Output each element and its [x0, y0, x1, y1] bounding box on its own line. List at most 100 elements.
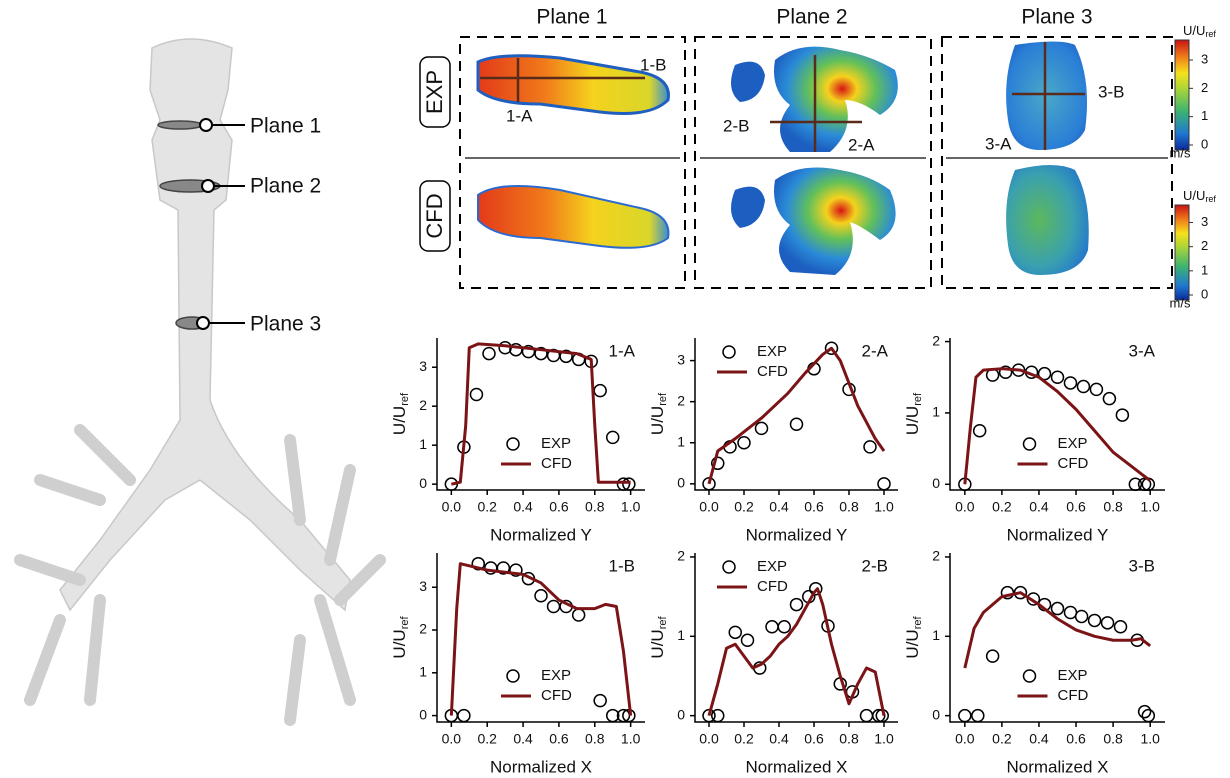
x-tick-label: 0.6: [1066, 731, 1086, 747]
x-tick-label: 0.6: [549, 731, 569, 747]
x-tick-label: 0.6: [804, 731, 824, 747]
legend-marker: [1024, 670, 1036, 682]
y-axis-label-main: U/U: [390, 406, 409, 435]
x-tick-label: 0.4: [513, 731, 533, 747]
legend-label: CFD: [1058, 455, 1089, 472]
legend-marker: [723, 561, 735, 573]
chart-title: 1-B: [609, 556, 635, 575]
data-point: [594, 695, 606, 707]
x-tick-label: 0.8: [1103, 731, 1123, 747]
y-tick-label: 2: [932, 548, 940, 564]
x-tick-label: 0.2: [477, 731, 497, 747]
y-axis-label-sub: ref: [912, 392, 924, 406]
chart: 01230.00.20.40.60.81.0Normalized XU/Uref…: [390, 553, 645, 776]
probe-label: 3-A: [985, 134, 1012, 153]
row-label: EXP: [422, 70, 447, 114]
x-tick-label: 0.0: [442, 731, 462, 747]
probe-label: 1-B: [640, 55, 666, 74]
data-point: [861, 710, 873, 722]
y-tick-label: 2: [677, 392, 685, 408]
x-axis-label: Normalized X: [1006, 757, 1108, 776]
data-point: [778, 621, 790, 633]
plane-label: Plane 2: [250, 175, 321, 198]
data-point: [535, 590, 547, 602]
x-axis-label: Normalized X: [490, 757, 592, 776]
chart-title: 3-A: [1129, 341, 1156, 360]
x-tick-label: 1.0: [1140, 731, 1160, 747]
data-point: [766, 621, 778, 633]
airway-model: [20, 39, 380, 720]
data-point: [470, 389, 482, 401]
plane-label: Plane 3: [250, 313, 321, 336]
legend-label: EXP: [1058, 667, 1088, 684]
data-point: [972, 710, 984, 722]
data-point: [1064, 607, 1076, 619]
colorbar-tick-label: 3: [1201, 51, 1208, 66]
x-tick-label: 0.4: [769, 499, 789, 515]
legend-label: EXP: [541, 435, 571, 452]
x-tick-label: 1.0: [621, 731, 641, 747]
x-axis-label: Normalized Y: [746, 525, 848, 544]
data-line: [965, 593, 1150, 668]
column-title: Plane 2: [776, 6, 847, 29]
data-point: [791, 418, 803, 430]
y-axis-label-sub: ref: [657, 392, 669, 406]
chart: 01230.00.20.40.60.81.0Normalized YU/Uref…: [648, 338, 898, 544]
legend-label: EXP: [1058, 435, 1088, 452]
data-point: [594, 385, 606, 397]
chart: 0120.00.20.40.60.81.0Normalized YU/Uref3…: [903, 332, 1165, 544]
x-tick-label: 0.0: [442, 499, 462, 515]
x-tick-label: 0.6: [1066, 499, 1086, 515]
y-axis-label-sub: ref: [657, 616, 669, 630]
data-point: [729, 626, 741, 638]
y-tick-label: 0: [932, 475, 940, 491]
y-tick-label: 0: [677, 706, 685, 722]
data-point: [1064, 377, 1076, 389]
colorbar-tick-label: 1: [1201, 108, 1208, 123]
y-axis-label: U/Uref: [903, 616, 923, 659]
colorbar-tick-label: 2: [1201, 80, 1208, 95]
colorbar-tick-label: 2: [1201, 238, 1208, 253]
y-axis-label: U/Uref: [648, 392, 668, 435]
y-axis-label-main: U/U: [903, 406, 922, 435]
plane-label: Plane 1: [250, 115, 321, 138]
x-axis-label: Normalized X: [745, 757, 847, 776]
x-tick-label: 0.8: [585, 499, 605, 515]
data-point: [483, 348, 495, 360]
data-point: [974, 425, 986, 437]
data-line: [709, 589, 884, 716]
data-point: [791, 599, 803, 611]
y-axis-label-main: U/U: [648, 406, 667, 435]
colorbar-label: U/Uref: [1183, 188, 1216, 204]
x-tick-label: 0.4: [769, 731, 789, 747]
y-tick-label: 2: [419, 621, 427, 637]
data-point: [959, 710, 971, 722]
colorbar-tick-label: 0: [1201, 136, 1208, 151]
x-axis-label: Normalized Y: [1007, 525, 1109, 544]
x-axis-label: Normalized Y: [490, 525, 592, 544]
y-tick-label: 1: [932, 627, 940, 643]
legend-label: CFD: [541, 455, 572, 472]
data-point: [1090, 383, 1102, 395]
x-tick-label: 0.0: [955, 499, 975, 515]
x-tick-label: 1.0: [621, 499, 641, 515]
data-point: [756, 422, 768, 434]
colorbar-tick-label: 3: [1201, 214, 1208, 229]
legend-marker: [723, 346, 735, 358]
data-line: [709, 348, 884, 484]
x-tick-label: 0.2: [992, 499, 1012, 515]
colorbar-tick-label: 1: [1201, 262, 1208, 277]
legend-marker: [507, 438, 519, 450]
colorbar-tick-label: 0: [1201, 286, 1208, 301]
legend-label: CFD: [757, 578, 788, 595]
y-axis-label: U/Uref: [390, 616, 410, 659]
y-tick-label: 1: [419, 436, 427, 452]
data-point: [1076, 610, 1088, 622]
x-tick-label: 0.0: [955, 731, 975, 747]
x-tick-label: 0.2: [477, 499, 497, 515]
x-tick-label: 0.8: [839, 499, 859, 515]
column-title: Plane 1: [536, 6, 607, 29]
column-title: Plane 3: [1021, 6, 1092, 29]
x-tick-label: 1.0: [1140, 499, 1160, 515]
